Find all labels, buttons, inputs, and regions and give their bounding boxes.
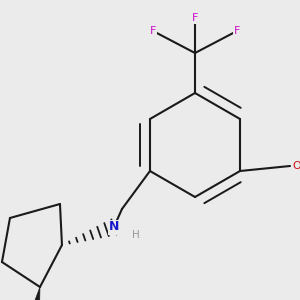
Text: N: N <box>109 220 119 233</box>
Text: H: H <box>132 230 140 240</box>
Polygon shape <box>21 287 40 300</box>
Text: O: O <box>292 161 300 171</box>
Text: F: F <box>150 26 156 36</box>
Text: F: F <box>192 13 198 23</box>
Text: F: F <box>234 26 240 36</box>
